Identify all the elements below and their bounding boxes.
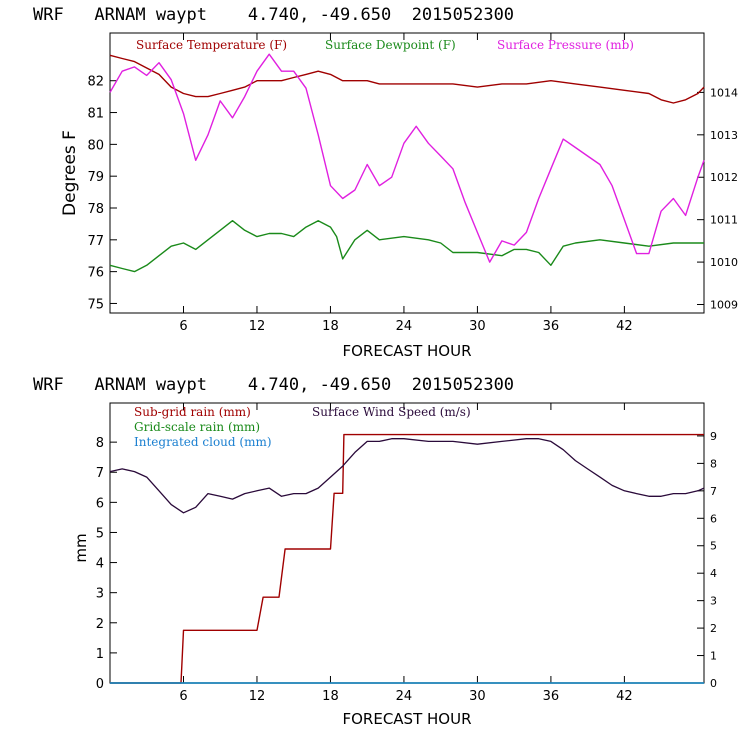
y2-tick-label: 1010 [710,256,738,269]
x-tick-label: 12 [249,319,266,334]
chart-1-plot-frame [109,32,705,314]
x-tick-label: 30 [469,319,486,334]
legend-entry-3: Surface Pressure (mb) [497,38,634,52]
series-line-2 [109,220,704,273]
legend-entry-4: Surface Wind Speed (m/s) [312,405,471,419]
x-tick-label: 24 [396,319,413,334]
y-tick-label: 76 [87,266,104,281]
x-tick-label: 36 [543,689,560,704]
y-tick-label: 79 [87,170,104,185]
x-tick-label: 18 [322,319,339,334]
chart-1-ticks: 6 12 18 24 30 36 42 75 76 77 78 79 80 81 82 1009 1010 101… [87,33,738,334]
x-tick-label: 6 [179,319,187,334]
legend-entry-1: Sub-grid rain (mm) [134,405,251,419]
chart-2-ylabel: mm [72,533,90,562]
y2-tick-label: 8 [710,457,717,470]
y-tick-label: 82 [87,75,104,90]
y-tick-label: 2 [96,617,104,632]
series-line-4 [109,438,705,514]
y2-tick-label: 2 [710,622,717,635]
x-tick-label: 12 [249,689,266,704]
chart-2-xlabel: FORECAST HOUR [342,710,471,728]
chart-2-legend: Sub-grid rain (mm)Grid-scale rain (mm)In… [134,405,471,449]
x-tick-label: 30 [469,689,486,704]
chart-1-xlabel: FORECAST HOUR [342,342,471,360]
x-tick-label: 18 [322,689,339,704]
y2-tick-label: 5 [710,540,717,553]
chart-1-series [109,53,705,273]
y-tick-label: 6 [96,496,104,511]
y2-tick-label: 3 [710,595,717,608]
legend-entry-2: Surface Dewpoint (F) [325,38,456,52]
y2-tick-label: 1013 [710,129,738,142]
chart-2-title: WRF ARNAM waypt 4.740, -49.650 201505230… [33,375,514,395]
x-tick-label: 6 [179,689,187,704]
x-tick-label: 24 [396,689,413,704]
y2-tick-label: 1014 [710,86,738,99]
chart-2-series [109,433,705,684]
chart-1-ylabel: Degrees F [60,130,80,216]
series-line-1 [110,433,704,684]
y-tick-label: 1 [96,647,104,662]
y2-tick-label: 1011 [710,214,738,227]
y-tick-label: 0 [96,677,104,692]
chart-1-legend: Surface Temperature (F) Surface Dewpoint … [136,38,634,52]
y2-tick-label: 1012 [710,171,738,184]
y-tick-label: 7 [96,466,104,481]
legend-entry-1: Surface Temperature (F) [136,38,287,52]
x-tick-label: 42 [616,689,633,704]
y-tick-label: 3 [96,587,104,602]
y2-tick-label: 4 [710,567,717,580]
y-tick-label: 77 [87,234,104,249]
y-tick-label: 4 [96,557,104,572]
y2-tick-label: 1 [710,650,717,663]
y-tick-label: 5 [96,526,104,541]
y2-tick-label: 0 [710,677,717,690]
y-tick-label: 81 [87,107,104,122]
y-tick-label: 75 [87,297,104,312]
y2-tick-label: 9 [710,430,717,443]
chart-1-title: WRF ARNAM waypt 4.740, -49.650 201505230… [33,5,514,25]
series-line-1 [109,54,705,104]
y-tick-label: 80 [87,138,104,153]
y2-tick-label: 7 [710,485,717,498]
x-tick-label: 36 [543,319,560,334]
y-tick-label: 78 [87,202,104,217]
y2-tick-label: 1009 [710,299,738,312]
legend-entry-2: Grid-scale rain (mm) [134,420,260,434]
legend-entry-3: Integrated cloud (mm) [134,435,272,449]
y2-tick-label: 6 [710,512,717,525]
y-tick-label: 8 [96,436,104,451]
series-line-3 [109,53,705,263]
x-tick-label: 42 [616,319,633,334]
